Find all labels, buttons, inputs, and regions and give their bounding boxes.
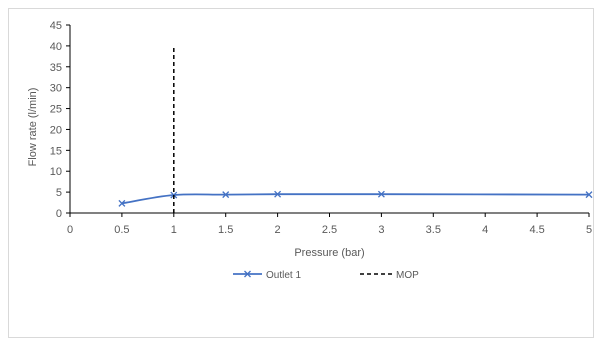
- x-tick-label: 4: [482, 224, 488, 236]
- series-layer: [118, 45, 593, 213]
- y-tick-label: 45: [50, 20, 62, 32]
- legend-mop-label: MOP: [396, 270, 419, 281]
- y-tick-label: 25: [50, 104, 62, 116]
- x-tick-label: 1: [171, 224, 177, 236]
- y-tick-label: 5: [56, 187, 62, 199]
- outlet-1-point: [222, 191, 230, 199]
- y-tick-label: 30: [50, 83, 62, 95]
- y-tick-label: 10: [50, 166, 62, 178]
- y-tick-labels: 0 5 10 15 20 25 30 35 40 45: [50, 20, 70, 220]
- chart-area: [8, 8, 594, 338]
- x-tick-labels: 0 0.5 1 1.5 2 2.5 3 3.5 4 4.5 5: [67, 213, 592, 236]
- y-tick-label: 20: [50, 124, 62, 136]
- y-axis-title: Flow rate (l/min): [27, 88, 39, 167]
- x-axis-title: Pressure (bar): [294, 247, 364, 259]
- y-tick-label: 15: [50, 145, 62, 157]
- x-tick-label: 2: [275, 224, 281, 236]
- x-tick-label: 2.5: [322, 224, 337, 236]
- legend-outlet-1-label: Outlet 1: [266, 270, 301, 281]
- y-tick-label: 35: [50, 62, 62, 74]
- outlet-1-point: [118, 199, 126, 207]
- x-tick-label: 1.5: [218, 224, 233, 236]
- y-tick-label: 40: [50, 41, 62, 53]
- x-tick-label: 4.5: [529, 224, 544, 236]
- x-tick-label: 0.5: [114, 224, 129, 236]
- legend: Outlet 1 MOP: [233, 270, 419, 281]
- outlet-1-point: [274, 190, 282, 198]
- outlet-1-point: [585, 191, 593, 199]
- x-tick-label: 3: [378, 224, 384, 236]
- x-tick-label: 3.5: [426, 224, 441, 236]
- outlet-1-line: [121, 193, 590, 205]
- legend-outlet-1-marker: [244, 270, 251, 278]
- x-tick-label: 0: [67, 224, 73, 236]
- x-tick-label: 5: [586, 224, 592, 236]
- outlet-1-point: [377, 190, 385, 198]
- y-tick-label: 0: [56, 208, 62, 220]
